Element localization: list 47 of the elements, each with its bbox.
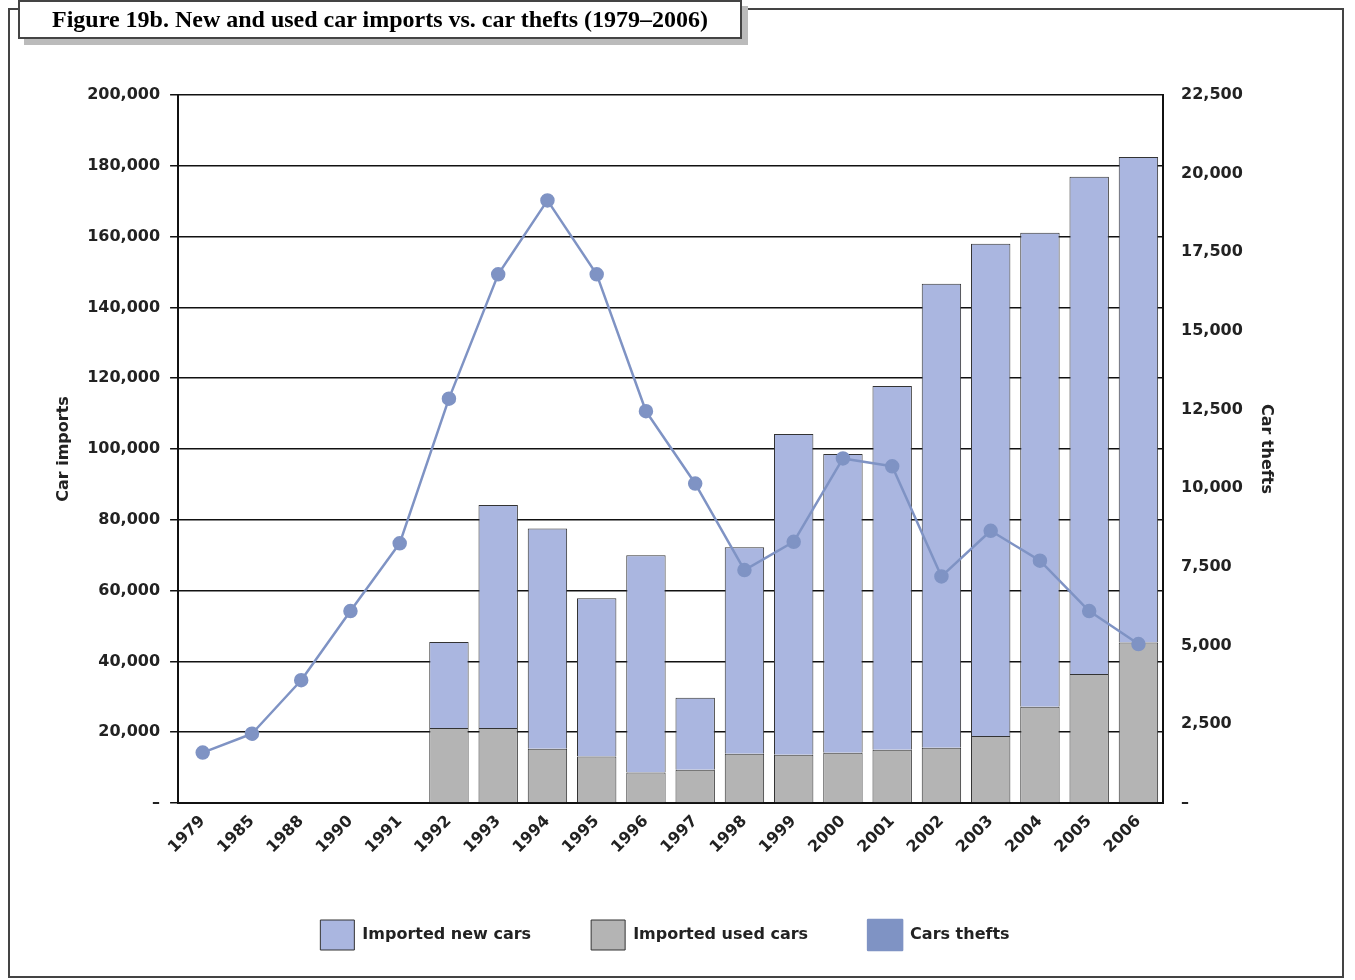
point: [687, 476, 703, 491]
y2-tick-label: 17,500: [1181, 241, 1243, 261]
y2-tick-label: 12,500: [1181, 398, 1243, 418]
point: [983, 523, 998, 539]
point: [1081, 603, 1097, 619]
y2-axis-title: Car thefts: [1258, 403, 1278, 494]
legend-label: Imported used cars: [633, 924, 809, 944]
point: [343, 603, 358, 619]
y-tick-label: 140,000: [87, 296, 161, 316]
y-tick-label: 200,000: [87, 84, 161, 104]
y2-tick-label: 2,500: [1181, 713, 1232, 733]
point: [786, 534, 801, 550]
y-tick-label: –: [152, 792, 161, 812]
point: [1131, 636, 1146, 652]
legend-label: Cars thefts: [910, 924, 1010, 944]
y-tick-label: 40,000: [98, 650, 161, 670]
y2-tick-label: 22,500: [1181, 84, 1243, 104]
point: [244, 726, 260, 741]
y-tick-label: 60,000: [98, 579, 161, 599]
y-axis-title: Car imports: [52, 396, 72, 502]
point: [737, 562, 752, 578]
y-tick-label: 80,000: [98, 508, 161, 528]
y-tick-label: 180,000: [87, 154, 161, 174]
y-tick-label: 20,000: [98, 721, 161, 741]
y2-tick-label: 7,500: [1181, 556, 1232, 576]
y2-tick-label: 15,000: [1181, 320, 1243, 340]
point: [835, 451, 851, 466]
point: [392, 536, 407, 551]
point: [490, 267, 506, 282]
point: [540, 193, 555, 208]
point: [884, 459, 900, 474]
point: [293, 672, 309, 688]
legend-label: Imported new cars: [362, 924, 532, 944]
y-tick-label: 160,000: [87, 225, 161, 245]
y2-tick-label: 20,000: [1181, 162, 1243, 182]
point: [589, 267, 604, 282]
point: [934, 569, 949, 584]
y2-tick-label: 5,000: [1181, 634, 1232, 654]
y2-tick-label: 10,000: [1181, 477, 1243, 497]
point: [1032, 553, 1048, 568]
y-tick-label: 120,000: [87, 367, 161, 387]
chart-title: Figure 19b. New and used car imports vs. car thefts (1979–2006): [18, 0, 742, 39]
y2-tick-label: –: [1181, 792, 1190, 812]
point: [638, 403, 654, 419]
point: [195, 745, 210, 760]
point: [441, 391, 457, 406]
y-tick-label: 100,000: [87, 438, 161, 458]
